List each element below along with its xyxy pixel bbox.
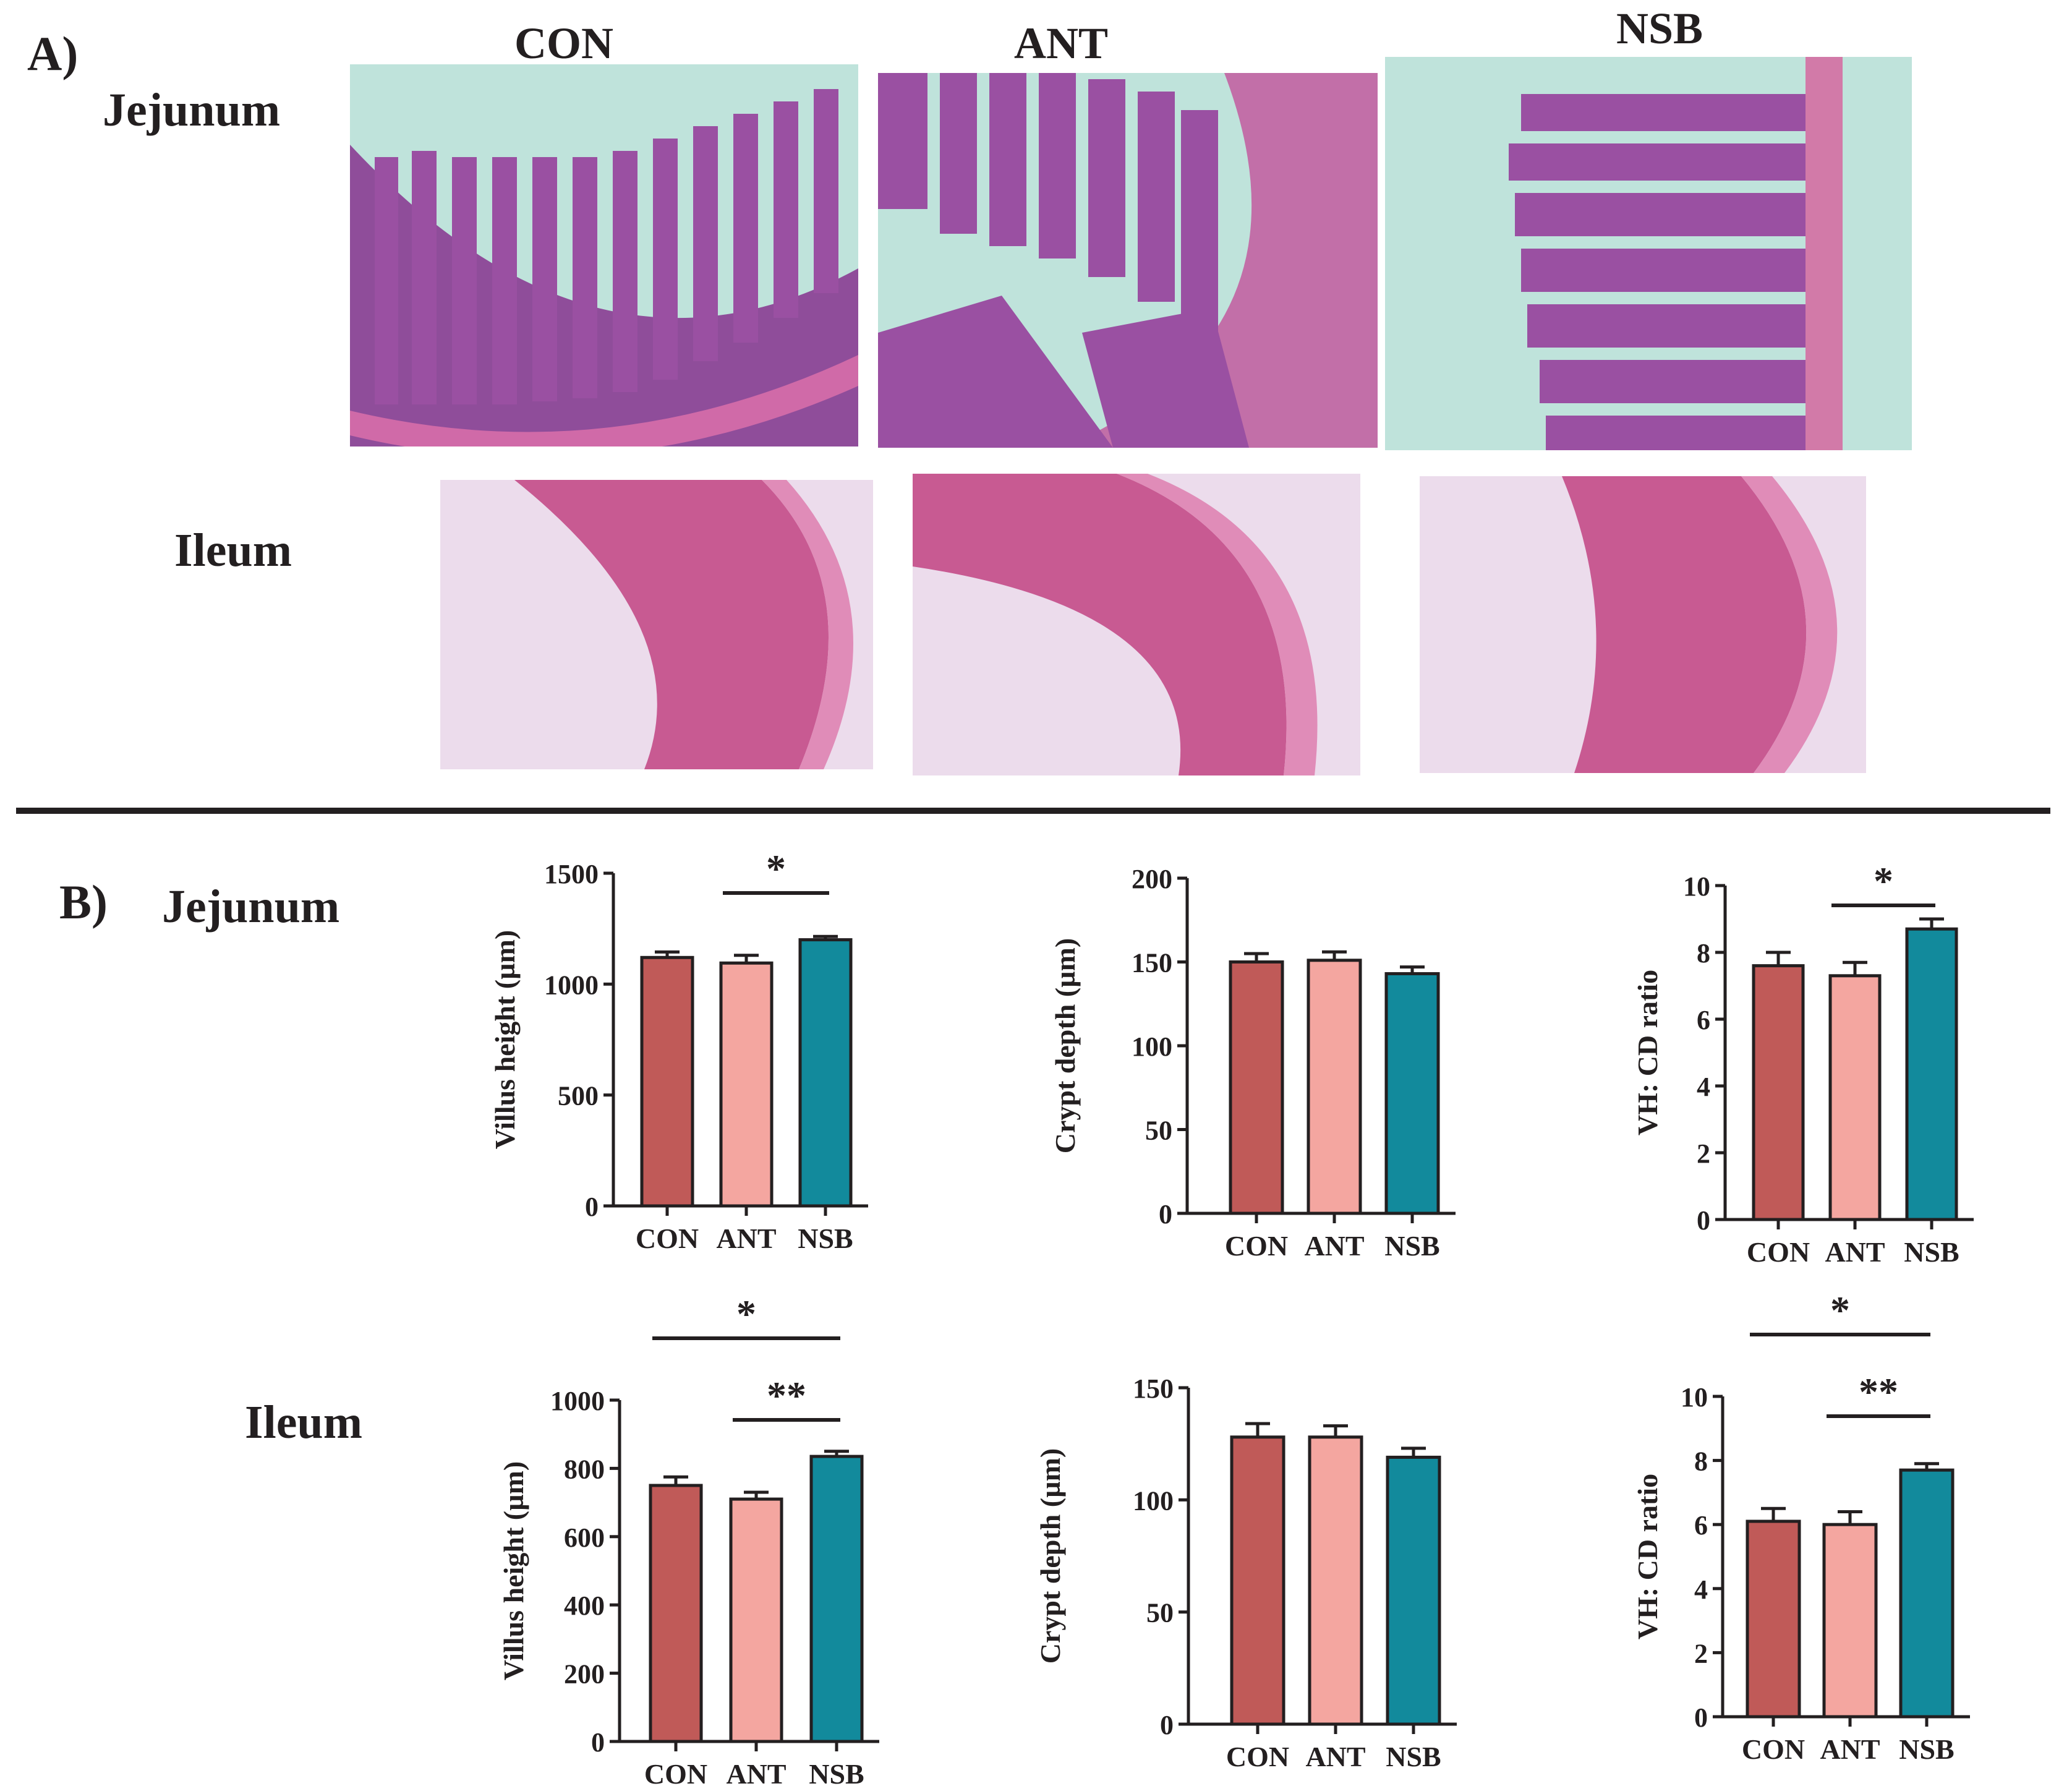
micrograph-ileum-nsb [1420,476,1866,773]
chart-1-bar-nsb [798,938,853,1208]
chart-4-ytick-label: 0 [591,1727,605,1758]
chart-5-ytick-label: 150 [1133,1374,1174,1404]
chart-4-xtick-label-con: CON [644,1758,707,1786]
row-label-jejunum-b: Jejunum [162,881,340,933]
chart-4-bar-nsb [809,1455,864,1743]
chart-4-ytick-label: 200 [564,1659,605,1690]
row-label-jejunum-a: Jejunum [103,84,281,136]
chart-3-bar-con [1752,964,1805,1221]
panel-a-label: A) [27,27,79,80]
chart-6-y-axis-label: VH: CD ratio [1632,1474,1663,1639]
chart-6-ytick-label: 2 [1694,1638,1708,1668]
chart-6-ytick-label: 10 [1681,1382,1708,1412]
column-label-nsb: NSB [1616,4,1703,53]
chart-2-ytick-label: 50 [1145,1116,1172,1146]
chart-2-xtick-label-con: CON [1225,1230,1288,1262]
chart-4-y-axis-label: Villus height (µm) [498,1461,529,1680]
chart-3-ytick-label: 8 [1697,938,1710,968]
chart-4-bar-con [649,1484,703,1743]
chart-1-y-axis-label: Villus height (µm) [489,930,521,1149]
chart-3-ytick-label: 0 [1697,1205,1710,1236]
chart-2-xtick-label-nsb: NSB [1384,1230,1439,1262]
section-divider [16,808,2050,814]
chart-3-xtick-label-con: CON [1747,1236,1810,1268]
chart-5-bar-nsb [1386,1455,1441,1726]
chart-1-ytick-label: 500 [558,1081,599,1111]
chart-5-xtick-label-con: CON [1226,1741,1289,1772]
panel-b-label: B) [59,875,108,929]
chart-3-significance-label: * [1874,859,1893,903]
chart-4-ytick-label: 600 [564,1523,605,1553]
chart-5-xtick-label-nsb: NSB [1386,1741,1441,1772]
chart-6-bar-nsb [1899,1468,1955,1719]
chart-2-ytick-label: 100 [1132,1032,1172,1062]
chart-1-ytick-label: 0 [585,1192,599,1222]
chart-1-ytick-label: 1000 [544,970,599,1000]
chart-5-ytick-label: 50 [1146,1598,1174,1628]
chart-3-xtick-label-ant: ANT [1825,1236,1885,1268]
micrograph-ileum-ant [913,474,1360,776]
chart-4-ytick-label: 800 [564,1454,605,1484]
chart-1-xtick-label-nsb: NSB [798,1223,853,1254]
chart-4-ytick-label: 400 [564,1591,605,1621]
chart-6-ytick-label: 4 [1694,1574,1708,1605]
chart-6-ytick-label: 0 [1694,1703,1708,1733]
chart-3-ytick-label: 10 [1683,871,1710,902]
chart-3-ytick-label: 2 [1697,1139,1710,1169]
chart-6-significance-label: ** [1859,1370,1898,1414]
row-label-ileum-b: Ileum [245,1396,362,1448]
chart-4-xtick-label-nsb: NSB [809,1758,864,1786]
chart-2-ytick-label: 200 [1132,864,1172,894]
chart-6-ytick-label: 6 [1694,1510,1708,1540]
chart-5-ytick-label: 0 [1160,1710,1174,1740]
chart-5-xtick-label-ant: ANT [1305,1741,1365,1772]
chart-2-ytick-label: 150 [1132,948,1172,978]
chart-5-y-axis-label: Crypt depth (µm) [1034,1448,1066,1664]
chart-2-bar-con [1229,960,1284,1215]
chart-6-xtick-label-nsb: NSB [1899,1733,1954,1765]
chart-4-significance-label: * [736,1292,756,1336]
chart-4-significance-label: ** [767,1374,806,1417]
chart-3-ytick-label: 4 [1697,1072,1710,1102]
chart-6-xtick-label-ant: ANT [1820,1733,1880,1765]
chart-6-ytick-label: 8 [1694,1446,1708,1477]
chart-3-y-axis-label: VH: CD ratio [1632,970,1663,1135]
chart-2-bar-ant [1307,959,1362,1215]
chart-5-bar-ant [1308,1435,1363,1726]
chart-2-xtick-label-ant: ANT [1304,1230,1364,1262]
chart-3-ytick-label: 6 [1697,1005,1710,1035]
micrograph-jejunum-ant [878,73,1378,448]
chart-5-ytick-label: 100 [1133,1485,1174,1516]
chart-2-y-axis-label: Crypt depth (µm) [1049,938,1081,1153]
column-label-con: CON [514,19,613,68]
chart-3-xtick-label-nsb: NSB [1904,1236,1959,1268]
chart-6-xtick-label-con: CON [1742,1733,1805,1765]
chart-2-ytick-label: 0 [1159,1199,1172,1229]
chart-3-bar-nsb [1905,927,1958,1221]
chart-1-xtick-label-con: CON [636,1223,699,1254]
chart-6-bar-ant [1822,1523,1878,1719]
micrograph-jejunum-con [350,64,858,446]
chart-1-ytick-label: 1500 [544,859,599,889]
row-label-ileum-a: Ileum [174,524,292,576]
chart-4-ytick-label: 1000 [550,1386,605,1416]
micrograph-ileum-con [440,480,873,769]
chart-6-bar-con [1746,1519,1801,1719]
chart-1-xtick-label-ant: ANT [716,1223,776,1254]
column-label-ant: ANT [1014,19,1109,68]
chart-5-bar-con [1230,1435,1285,1726]
chart-1-significance-label: * [766,847,786,891]
chart-6-significance-label: * [1830,1288,1850,1332]
chart-3-bar-ant [1828,974,1882,1221]
chart-1-bar-con [640,955,694,1208]
chart-1-bar-ant [719,961,774,1208]
chart-4-bar-ant [729,1497,783,1743]
micrograph-jejunum-nsb [1385,57,1912,450]
chart-4-xtick-label-ant: ANT [726,1758,786,1786]
chart-2-bar-nsb [1384,972,1440,1215]
